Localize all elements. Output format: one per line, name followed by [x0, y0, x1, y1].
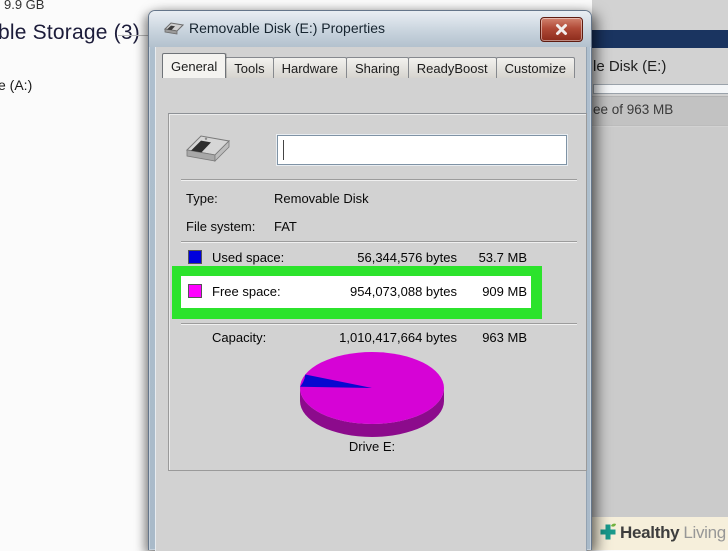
used-space-label: Used space:	[212, 250, 285, 265]
free-space-size: 909 MB	[482, 284, 527, 299]
green-highlight-box	[172, 266, 542, 319]
filesystem-label: File system:	[186, 219, 256, 234]
type-row: Type: Removable Disk	[169, 191, 586, 207]
free-space-label: Free space:	[212, 284, 281, 299]
close-button[interactable]	[540, 17, 583, 42]
volume-label-input[interactable]	[277, 135, 567, 165]
dialog-titlebar[interactable]: Removable Disk (E:) Properties	[149, 11, 591, 47]
explorer-empty-area	[592, 127, 728, 522]
capacity-label: Capacity:	[212, 330, 267, 345]
filesystem-value: FAT	[274, 219, 297, 234]
tab-readyboost[interactable]: ReadyBoost	[407, 57, 497, 78]
dialog-title: Removable Disk (E:) Properties	[189, 20, 386, 36]
properties-dialog: Removable Disk (E:) Properties General T…	[148, 10, 592, 551]
separator	[181, 179, 577, 180]
free-space-swatch	[188, 284, 202, 298]
health-cross-leaf-icon	[599, 523, 618, 543]
selection-bar	[592, 30, 728, 48]
type-value: Removable Disk	[274, 191, 369, 206]
explorer-background-right: le Disk (E:) ee of 963 MB	[592, 0, 728, 550]
capacity-bytes: 1,010,417,664 bytes	[339, 330, 457, 345]
tab-customize[interactable]: Customize	[495, 57, 576, 78]
removable-storage-group-label: ble Storage (3)	[0, 21, 140, 44]
drive-tile-name[interactable]: le Disk (E:)	[593, 58, 667, 75]
separator	[181, 241, 577, 242]
general-tab-page: Type: Removable Disk File system: FAT Us…	[168, 113, 587, 471]
separator	[181, 323, 577, 324]
tab-general[interactable]: General	[162, 53, 227, 78]
highlight-inner-white	[181, 276, 531, 308]
free-space-bytes: 954,073,088 bytes	[350, 284, 457, 299]
removable-drive-icon	[164, 21, 184, 36]
capacity-row: Capacity: 1,010,417,664 bytes 963 MB	[169, 330, 586, 346]
text-caret	[283, 140, 284, 160]
background-size-label: 9.9 GB	[4, 0, 45, 12]
used-space-swatch	[188, 250, 202, 264]
used-space-size: 53.7 MB	[478, 250, 527, 265]
used-space-bytes: 56,344,576 bytes	[357, 250, 457, 265]
explorer-background-left: 9.9 GB ble Storage (3) e (A:)	[0, 0, 148, 550]
tab-tools[interactable]: Tools	[225, 57, 274, 78]
tab-strip: General Tools Hardware Sharing ReadyBoos…	[162, 53, 576, 78]
drive-free-space-band: ee of 963 MB	[592, 96, 728, 126]
watermark-band: Healthy Living	[592, 517, 728, 550]
pie-drive-label: Drive E:	[348, 439, 396, 454]
close-icon	[556, 24, 567, 35]
filesystem-row: File system: FAT	[169, 219, 586, 235]
floppy-drive-label[interactable]: e (A:)	[0, 77, 33, 93]
group-divider-line	[118, 35, 148, 36]
removable-drive-icon-large	[185, 132, 231, 164]
tab-hardware[interactable]: Hardware	[272, 57, 347, 78]
drive-free-space-text: ee of 963 MB	[593, 102, 674, 117]
capacity-pie-chart	[282, 344, 462, 452]
dialog-client-area: General Tools Hardware Sharing ReadyBoos…	[155, 47, 587, 551]
type-label: Type:	[186, 191, 218, 206]
used-space-row: Used space: 56,344,576 bytes 53.7 MB	[169, 250, 586, 266]
watermark-brand-light: Living	[683, 523, 726, 542]
drive-capacity-gauge	[593, 84, 728, 94]
watermark-brand-bold: Healthy	[620, 523, 680, 542]
capacity-size: 963 MB	[482, 330, 527, 345]
tab-sharing[interactable]: Sharing	[345, 57, 409, 78]
free-space-row: Free space: 954,073,088 bytes 909 MB	[169, 284, 586, 300]
